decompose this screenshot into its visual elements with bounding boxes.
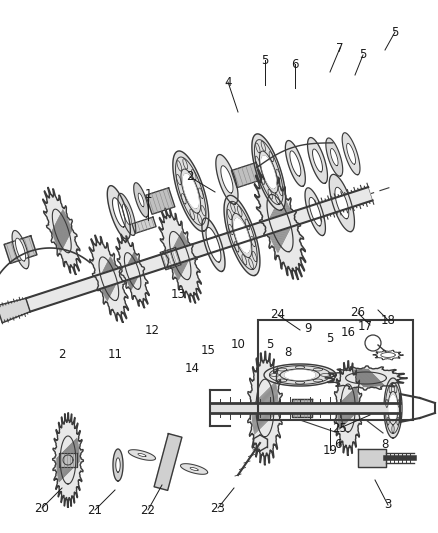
Text: 6: 6 <box>334 439 342 451</box>
Polygon shape <box>53 413 83 507</box>
Polygon shape <box>292 399 312 417</box>
Polygon shape <box>26 187 373 312</box>
Polygon shape <box>384 378 402 438</box>
Text: 11: 11 <box>107 349 123 361</box>
Polygon shape <box>134 183 148 217</box>
Polygon shape <box>12 230 29 269</box>
Text: 7: 7 <box>336 42 344 54</box>
Text: 19: 19 <box>322 443 338 456</box>
Text: 25: 25 <box>332 422 347 434</box>
Polygon shape <box>183 174 198 208</box>
Text: 16: 16 <box>340 326 356 338</box>
Polygon shape <box>313 149 322 172</box>
Text: 24: 24 <box>271 309 286 321</box>
Polygon shape <box>309 197 321 226</box>
Text: 20: 20 <box>35 502 49 514</box>
Text: 9: 9 <box>304 321 312 335</box>
Polygon shape <box>264 364 336 386</box>
Polygon shape <box>252 134 286 211</box>
Polygon shape <box>206 228 221 262</box>
Text: 12: 12 <box>145 324 159 336</box>
Text: 17: 17 <box>357 320 372 334</box>
Text: 26: 26 <box>350 306 365 319</box>
Text: 3: 3 <box>384 498 392 512</box>
Polygon shape <box>234 219 250 252</box>
Polygon shape <box>118 193 136 236</box>
Text: 5: 5 <box>266 338 274 351</box>
Polygon shape <box>210 403 400 413</box>
Polygon shape <box>160 248 181 270</box>
Text: 1: 1 <box>144 189 152 201</box>
Polygon shape <box>202 218 225 271</box>
Polygon shape <box>325 366 407 390</box>
Polygon shape <box>43 188 81 274</box>
Text: 13: 13 <box>170 288 185 302</box>
Polygon shape <box>305 188 325 236</box>
Text: 18: 18 <box>381 313 396 327</box>
Polygon shape <box>0 298 30 323</box>
Polygon shape <box>59 453 77 467</box>
Polygon shape <box>138 193 144 207</box>
Polygon shape <box>159 208 201 303</box>
Polygon shape <box>285 370 315 379</box>
Polygon shape <box>116 235 149 308</box>
Polygon shape <box>389 395 397 421</box>
Polygon shape <box>286 141 305 187</box>
Text: 2: 2 <box>186 171 194 183</box>
Polygon shape <box>113 198 125 227</box>
Text: 14: 14 <box>184 361 199 375</box>
Text: 22: 22 <box>141 504 155 516</box>
Text: 5: 5 <box>359 49 367 61</box>
Text: 10: 10 <box>230 338 245 351</box>
Bar <box>258 320 413 420</box>
Polygon shape <box>261 156 276 188</box>
Polygon shape <box>307 138 328 183</box>
Polygon shape <box>89 235 128 322</box>
Polygon shape <box>122 204 131 225</box>
Polygon shape <box>146 188 175 214</box>
Text: 5: 5 <box>261 53 268 67</box>
Polygon shape <box>290 151 301 176</box>
Text: 8: 8 <box>284 345 292 359</box>
Polygon shape <box>138 454 146 457</box>
Polygon shape <box>224 195 260 276</box>
Text: 6: 6 <box>291 58 299 70</box>
Polygon shape <box>254 167 306 279</box>
Polygon shape <box>342 133 360 175</box>
Polygon shape <box>335 187 349 219</box>
Polygon shape <box>173 151 208 231</box>
Polygon shape <box>190 467 198 471</box>
Polygon shape <box>231 163 261 188</box>
Polygon shape <box>247 351 283 465</box>
Polygon shape <box>128 450 155 461</box>
Text: 21: 21 <box>88 504 102 516</box>
Text: 4: 4 <box>224 76 232 88</box>
Text: 23: 23 <box>211 502 226 514</box>
Polygon shape <box>329 174 354 232</box>
Text: 15: 15 <box>201 343 215 357</box>
Polygon shape <box>132 217 156 233</box>
Polygon shape <box>4 236 37 263</box>
Polygon shape <box>358 449 386 467</box>
Polygon shape <box>107 185 131 239</box>
Polygon shape <box>221 166 233 193</box>
Polygon shape <box>154 434 182 490</box>
Polygon shape <box>113 449 123 481</box>
Text: 5: 5 <box>326 332 334 344</box>
Polygon shape <box>180 464 208 474</box>
Polygon shape <box>346 143 356 164</box>
Polygon shape <box>15 238 25 261</box>
Polygon shape <box>334 361 362 455</box>
Polygon shape <box>331 149 338 166</box>
Text: 5: 5 <box>391 26 399 38</box>
Text: 2: 2 <box>58 349 66 361</box>
Polygon shape <box>326 138 343 176</box>
Polygon shape <box>216 155 238 204</box>
Polygon shape <box>116 458 120 472</box>
Text: 8: 8 <box>381 439 389 451</box>
